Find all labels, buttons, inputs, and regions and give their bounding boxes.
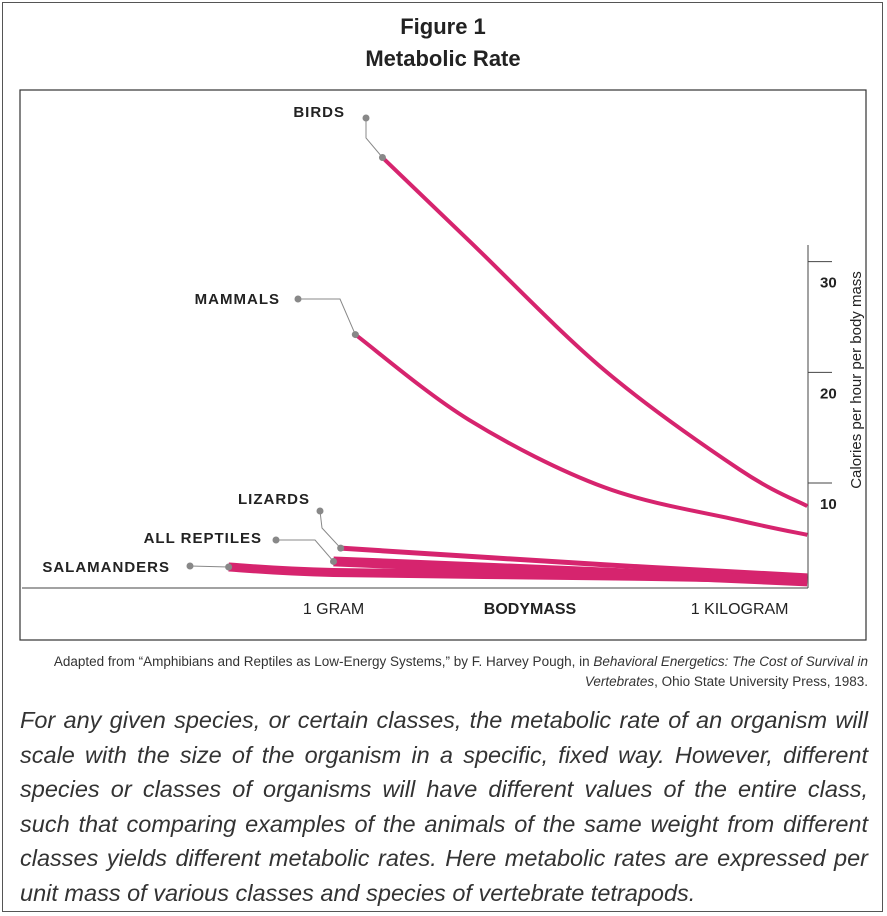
x-axis-label: BODYMASS: [484, 601, 577, 618]
leader-dot: [351, 331, 359, 339]
series-label: SALAMANDERS: [42, 559, 170, 576]
y-axis-label: Calories per hour per body mass: [848, 271, 865, 489]
curve: [354, 332, 808, 537]
source-note: Adapted from “Amphibians and Reptiles as…: [20, 652, 868, 692]
leader-dot: [316, 507, 324, 515]
x-tick-label: 1 KILOGRAM: [691, 601, 789, 618]
leader-dot: [378, 154, 386, 162]
leader-line: [365, 118, 383, 158]
source-text: , Ohio State University Press, 1983.: [654, 674, 868, 689]
source-book: Behavioral Energetics: The Cost of Survi…: [584, 654, 868, 689]
y-tick-label: 30: [820, 275, 837, 292]
leader-dot: [329, 557, 337, 565]
x-tick-label: 1 GRAM: [303, 601, 364, 618]
leader-line: [298, 298, 356, 335]
series-label: ALL REPTILES: [144, 530, 262, 547]
leader-dot: [272, 536, 280, 544]
leader-line: [319, 510, 342, 549]
leader-dot: [294, 295, 302, 303]
leader-dot: [225, 563, 233, 571]
leader-dot: [362, 114, 370, 122]
curve: [340, 545, 808, 579]
figure-title: Metabolic Rate: [365, 46, 520, 71]
leader-dot: [186, 562, 194, 570]
leader-line: [276, 539, 334, 562]
figure-number: Figure 1: [400, 14, 486, 39]
curve: [228, 562, 808, 584]
leader-dot: [337, 544, 345, 552]
series-label: LIZARDS: [238, 491, 310, 508]
y-tick-label: 10: [820, 496, 837, 513]
leader-line: [189, 565, 229, 568]
y-tick-label: 20: [820, 385, 837, 402]
series-label: BIRDS: [293, 104, 345, 121]
series-label: MAMMALS: [195, 291, 280, 308]
paragraph: For any given species, or certain classe…: [20, 707, 868, 906]
chart-frame: [19, 89, 867, 641]
source-text: Adapted from “Amphibians and Reptiles as…: [53, 654, 594, 669]
curve: [381, 156, 809, 508]
chart: Figure 1 Metabolic Rate BODYMASS Calorie…: [19, 14, 867, 641]
